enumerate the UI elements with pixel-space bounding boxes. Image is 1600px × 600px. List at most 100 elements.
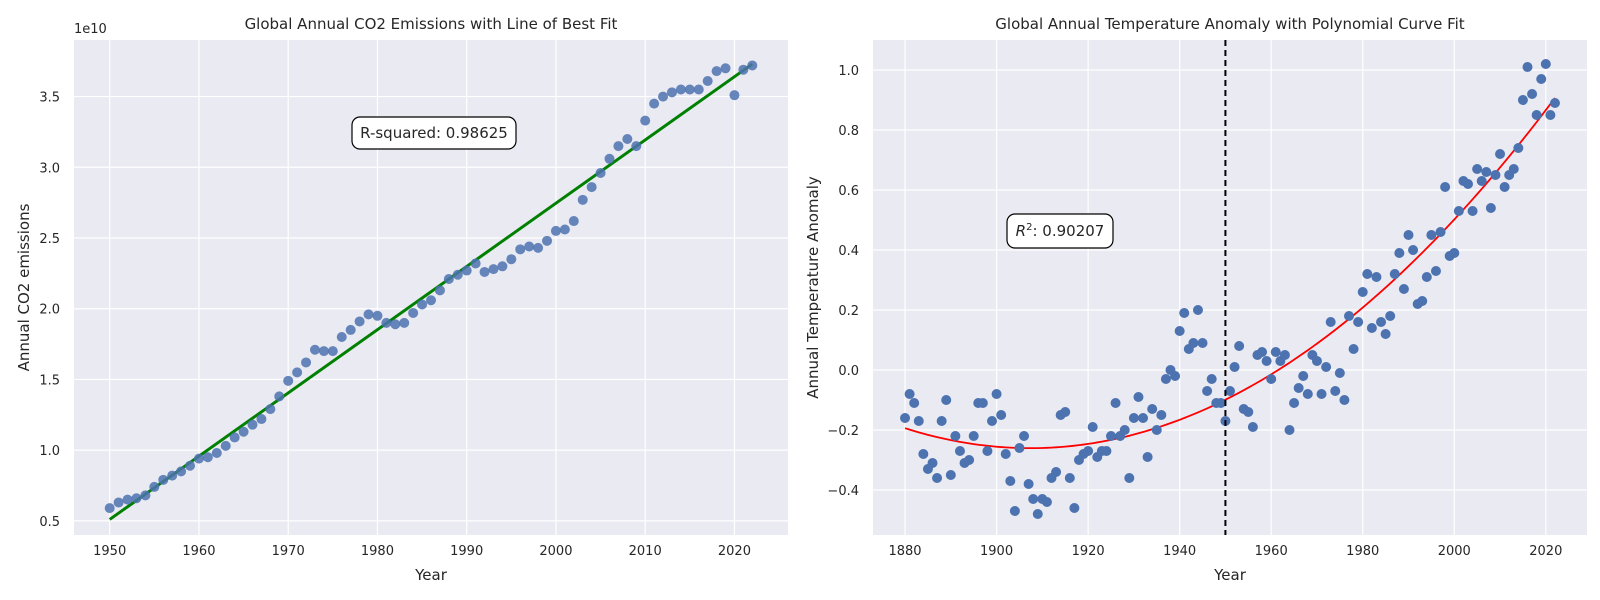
temperature-x-tick-label: 1980: [1346, 544, 1379, 559]
temperature-data-point: [1536, 74, 1547, 84]
temperature-data-point: [1179, 308, 1190, 318]
temperature-x-axis-label: Year: [1213, 566, 1247, 584]
temperature-data-point: [1247, 422, 1258, 432]
temperature-data-point: [1435, 227, 1446, 237]
co2-data-point: [434, 285, 445, 296]
temperature-data-point: [1170, 371, 1181, 381]
temperature-data-point: [1243, 407, 1254, 417]
co2-data-point: [220, 440, 231, 451]
temperature-data-point: [1133, 392, 1144, 402]
co2-data-point: [497, 261, 508, 272]
co2-data-point: [399, 317, 410, 328]
co2-x-tick-label: 2020: [718, 544, 751, 559]
co2-data-point: [193, 453, 204, 464]
temperature-r-squared-annotation: R2: 0.90207: [1006, 213, 1114, 249]
temperature-data-point: [1064, 473, 1075, 483]
temperature-data-point: [1348, 344, 1359, 354]
temperature-data-point: [1426, 230, 1437, 240]
co2-data-point: [247, 419, 258, 430]
temperature-x-tick-label: 2020: [1529, 544, 1562, 559]
co2-y-tick-label: 3.0: [39, 161, 60, 176]
temperature-data-point: [1069, 503, 1080, 513]
co2-data-point: [381, 317, 392, 328]
temperature-plot-area: [873, 40, 1587, 535]
temperature-data-point: [1430, 266, 1441, 276]
co2-data-point: [372, 310, 383, 321]
temperature-data-point: [1215, 398, 1226, 408]
temperature-data-point: [1495, 149, 1506, 159]
temperature-data-point: [941, 395, 952, 405]
co2-data-point: [702, 76, 713, 87]
co2-r-squared-annotation: R-squared: 0.98625: [351, 116, 517, 150]
temperature-x-tick-label: 1880: [888, 544, 921, 559]
temperature-data-point: [1192, 305, 1203, 315]
temperature-data-point: [1261, 356, 1272, 366]
temperature-data-point: [1385, 311, 1396, 321]
co2-data-point: [292, 367, 303, 378]
co2-y-axis-label: Annual CO2 emissions: [15, 203, 33, 371]
temperature-data-point: [1289, 398, 1300, 408]
co2-data-point: [640, 115, 651, 126]
co2-y-tick-label: 0.5: [39, 515, 60, 530]
temperature-data-point: [954, 446, 965, 456]
co2-x-tick-label: 1960: [182, 544, 215, 559]
co2-data-point: [461, 265, 472, 276]
temperature-data-point: [1311, 356, 1322, 366]
co2-y-offset-label: 1e10: [74, 22, 107, 37]
temperature-data-point: [1101, 446, 1112, 456]
temperature-data-point: [1151, 425, 1162, 435]
temperature-data-point: [1124, 473, 1135, 483]
temperature-data-point: [1321, 362, 1332, 372]
co2-r-squared-text: R-squared: 0.98625: [360, 124, 508, 142]
temperature-x-tick-label: 1960: [1255, 544, 1288, 559]
co2-data-point: [256, 414, 267, 425]
temperature-data-point: [936, 416, 947, 426]
co2-data-point: [568, 216, 579, 227]
temperature-data-point: [968, 431, 979, 441]
co2-data-point: [122, 494, 133, 505]
temperature-data-point: [1083, 446, 1094, 456]
temperature-data-point: [900, 413, 911, 423]
temperature-data-point: [982, 446, 993, 456]
temperature-data-point: [1330, 386, 1341, 396]
temperature-data-point: [1339, 395, 1350, 405]
temperature-data-point: [1490, 170, 1501, 180]
co2-data-point: [265, 404, 276, 415]
temperature-data-point: [904, 389, 915, 399]
temperature-data-point: [1517, 95, 1528, 105]
temperature-chart-title: Global Annual Temperature Anomaly with P…: [995, 15, 1465, 33]
co2-x-tick-label: 1980: [361, 544, 394, 559]
co2-x-tick-label: 1970: [272, 544, 305, 559]
temperature-data-point: [1041, 497, 1052, 507]
co2-data-point: [622, 134, 633, 144]
temperature-data-point: [918, 449, 929, 459]
temperature-data-point: [1229, 362, 1240, 372]
temperature-data-point: [932, 473, 943, 483]
co2-data-point: [113, 497, 124, 508]
temperature-y-tick-label: 0.2: [838, 304, 859, 319]
temperature-data-point: [1334, 368, 1345, 378]
temperature-data-point: [1481, 167, 1492, 177]
temperature-data-point: [1298, 371, 1309, 381]
temperature-data-point: [909, 398, 920, 408]
co2-data-point: [185, 460, 196, 471]
temperature-data-point: [1408, 245, 1419, 255]
co2-data-point: [604, 153, 615, 164]
co2-data-point: [283, 375, 294, 386]
temperature-data-point: [1389, 269, 1400, 279]
co2-grid: [74, 40, 788, 535]
temperature-data-point: [1000, 449, 1011, 459]
temperature-data-point: [1485, 203, 1496, 213]
temperature-data-point: [1014, 443, 1025, 453]
temperature-data-point: [927, 458, 938, 468]
co2-data-point: [167, 470, 178, 481]
temperature-data-point: [1398, 284, 1409, 294]
temperature-x-tick-label: 1940: [1163, 544, 1196, 559]
temperature-y-tick-label: −0.4: [827, 484, 859, 499]
temperature-data-point: [1467, 206, 1478, 216]
temperature-data-point: [1188, 338, 1199, 348]
temperature-r-squared-text: R2: 0.90207: [1016, 222, 1105, 240]
co2-data-point: [559, 224, 570, 235]
co2-data-point: [345, 324, 356, 335]
